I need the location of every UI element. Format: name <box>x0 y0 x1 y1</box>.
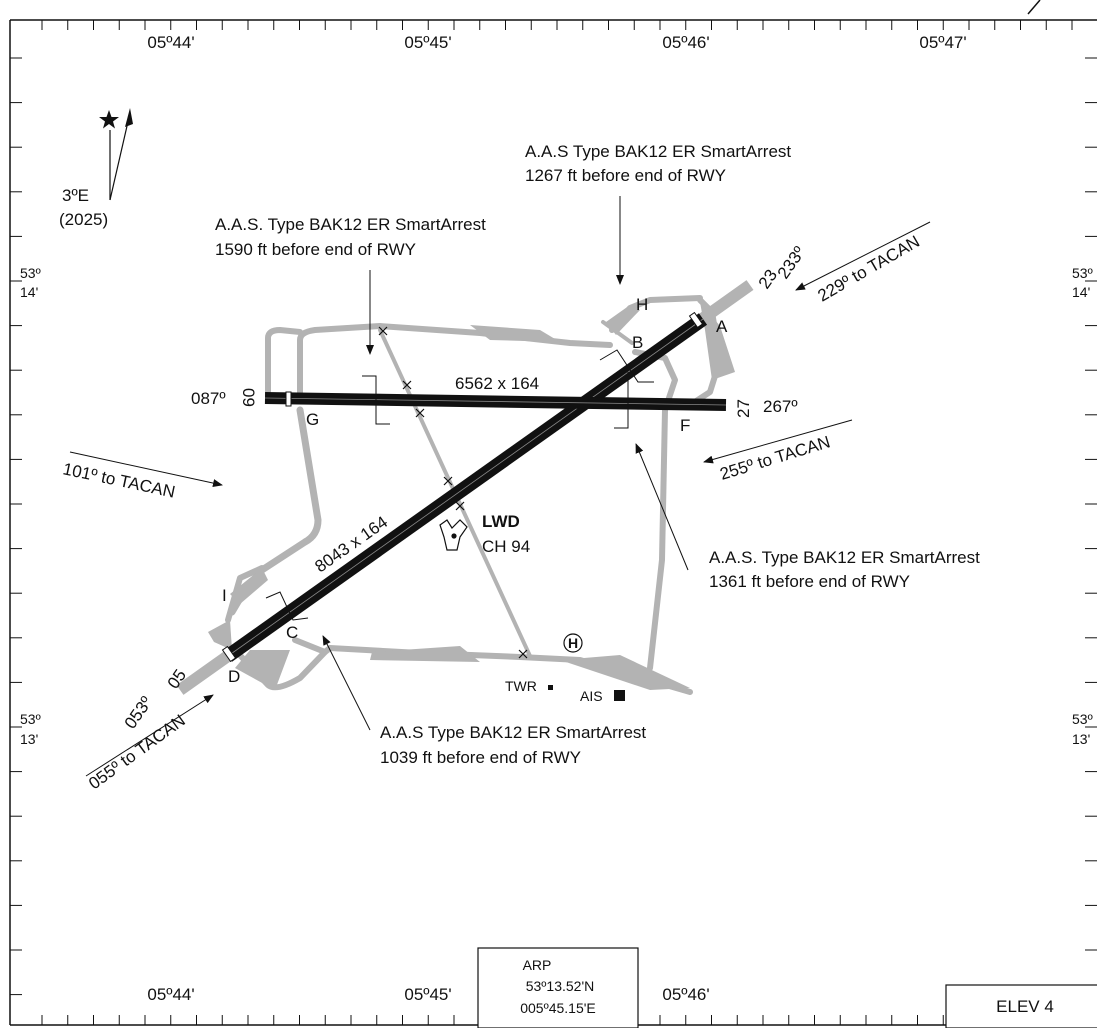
lat-label-upper-deg: 53º <box>20 265 41 281</box>
taxiway-label-i: I <box>222 586 227 605</box>
true-north-star-icon <box>99 110 119 129</box>
ais-marker <box>614 690 625 701</box>
tacan-arrow-255: 255º to TACAN <box>703 419 853 484</box>
runway-end-09: 09 <box>239 388 258 407</box>
tacan-arrow-101: 101º to TACAN <box>61 451 223 502</box>
lon-label-top: 05º47' <box>919 33 966 52</box>
tower-marker <box>548 685 553 690</box>
lat-label-lower-min: 13' <box>20 731 38 747</box>
lon-label-bottom: 05º46' <box>662 985 709 1004</box>
lat-label-upper-min: 14' <box>20 284 38 300</box>
lat-label-upper-deg-right: 53º <box>1072 265 1093 281</box>
arrestor-symbols <box>265 349 654 621</box>
runway-05-23 <box>223 313 708 662</box>
arp-box: ARP 53º13.52'N 005º45.15'E <box>477 947 639 1028</box>
lon-label-bottom: 05º45' <box>404 985 451 1004</box>
svg-text:ELEV 4: ELEV 4 <box>996 997 1054 1016</box>
svg-text:A.A.S. Type BAK12 ER SmartArre: A.A.S. Type BAK12 ER SmartArrest <box>709 548 980 567</box>
svg-text:255º to TACAN: 255º to TACAN <box>718 432 833 484</box>
lon-label-bottom: 05º44' <box>147 985 194 1004</box>
lat-label-lower-min-right: 13' <box>1072 731 1090 747</box>
tower-label: TWR <box>505 678 537 694</box>
taxiway-label-a: A <box>716 317 728 336</box>
svg-text:A.A.S Type BAK12 ER SmartArres: A.A.S Type BAK12 ER SmartArrest <box>525 142 791 161</box>
elevation-box: ELEV 4 <box>945 984 1097 1028</box>
svg-text:1267 ft before end of RWY: 1267 ft before end of RWY <box>525 166 726 185</box>
navaid-channel: CH 94 <box>482 537 530 556</box>
ais-label: AIS <box>580 688 603 704</box>
taxiway-hatched-areas <box>208 302 735 690</box>
tacan-arrow-229: 229º to TACAN <box>795 221 931 306</box>
lon-label-top: 05º45' <box>404 33 451 52</box>
svg-text:ARP: ARP <box>523 957 552 973</box>
runway-09-27 <box>264 392 727 411</box>
variation-value: 3ºE <box>62 186 89 205</box>
svg-text:101º to TACAN: 101º to TACAN <box>61 459 177 501</box>
svg-text:1590 ft before end of RWY: 1590 ft before end of RWY <box>215 240 416 259</box>
taxiway-label-d: D <box>228 667 240 686</box>
lat-label-lower-deg-right: 53º <box>1072 711 1093 727</box>
svg-text:1361 ft before end of RWY: 1361 ft before end of RWY <box>709 572 910 591</box>
lat-label-upper-min-right: 14' <box>1072 284 1090 300</box>
navaid-ident: LWD <box>482 512 520 531</box>
taxiway-label-b: B <box>632 333 643 352</box>
variation-year: (2025) <box>59 210 108 229</box>
frame-ticks <box>10 20 1097 1025</box>
lon-label-top: 05º44' <box>147 33 194 52</box>
arrestor-callout-1039: A.A.S Type BAK12 ER SmartArrest 1039 ft … <box>322 635 646 767</box>
taxiway-label-f: F <box>680 416 690 435</box>
helipad-icon: H <box>563 633 583 653</box>
lon-label-top: 05º46' <box>662 33 709 52</box>
arrestor-callout-1361: A.A.S. Type BAK12 ER SmartArrest 1361 ft… <box>635 443 980 591</box>
svg-text:229º to TACAN: 229º to TACAN <box>815 232 923 306</box>
taxiway-label-h: H <box>636 295 648 314</box>
tacan-icon <box>439 519 468 551</box>
taxiway-label-g: G <box>306 410 319 429</box>
runway-09-27-dimensions: 6562 x 164 <box>455 374 539 393</box>
threshold-marker-05 <box>221 645 237 663</box>
runway-heading-267: 267º <box>763 397 798 416</box>
svg-text:H: H <box>568 635 578 651</box>
runway-heading-087: 087º <box>191 389 226 408</box>
taxiway-label-c: C <box>286 623 298 642</box>
svg-text:1039 ft before end of RWY: 1039 ft before end of RWY <box>380 748 581 767</box>
svg-text:005º45.15'E: 005º45.15'E <box>520 1000 596 1016</box>
threshold-marker-23 <box>688 311 704 329</box>
lat-label-lower-deg: 53º <box>20 711 41 727</box>
svg-text:A.A.S. Type BAK12 ER SmartArre: A.A.S. Type BAK12 ER SmartArrest <box>215 215 486 234</box>
svg-text:53º13.52'N: 53º13.52'N <box>526 978 595 994</box>
threshold-marker-09 <box>285 391 292 407</box>
arrestor-callout-1590: A.A.S. Type BAK12 ER SmartArrest 1590 ft… <box>215 215 486 355</box>
arrestor-callout-1267: A.A.S Type BAK12 ER SmartArrest 1267 ft … <box>525 142 791 285</box>
holding-marks <box>378 326 528 659</box>
runway-end-27: 27 <box>734 399 753 418</box>
svg-text:A.A.S Type BAK12 ER SmartArres: A.A.S Type BAK12 ER SmartArrest <box>380 723 646 742</box>
runway-heading-053: 053º <box>121 693 156 732</box>
magnetic-north-arrow-icon <box>109 108 133 201</box>
